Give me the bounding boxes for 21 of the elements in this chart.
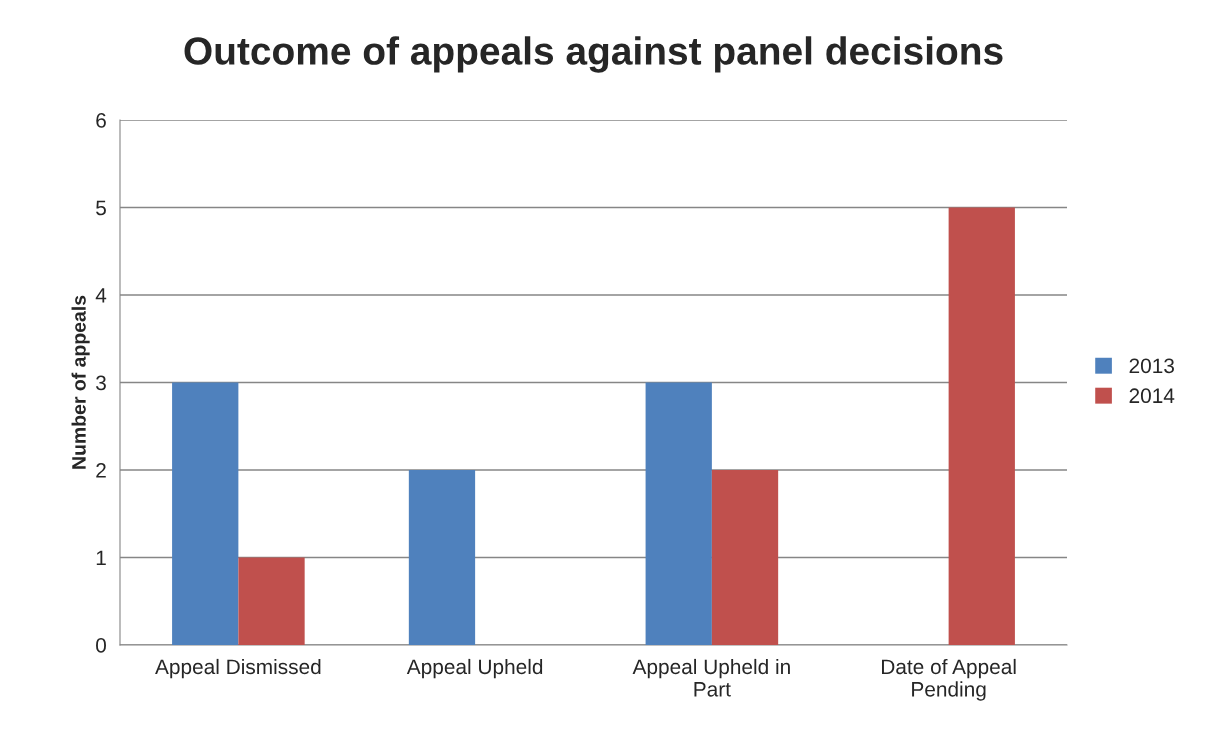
y-tick-label: 5 — [96, 200, 106, 216]
y-tick-label: 2 — [96, 463, 106, 478]
y-tick-label: 4 — [95, 288, 107, 303]
x-tick-label: Date of Appeal Pending — [882, 658, 1016, 701]
bar — [645, 382, 712, 645]
y-tick-label: 6 — [96, 113, 106, 128]
bar — [172, 382, 239, 645]
legend-label: 2013 — [1129, 358, 1174, 374]
y-tick-label: 1 — [96, 550, 106, 566]
x-tick-label: Appeal Upheld — [406, 658, 543, 679]
bar — [238, 557, 305, 645]
bar — [948, 207, 1015, 645]
chart-title: Outcome of appeals against panel decisions — [184, 36, 1003, 73]
x-tick-label: Appeal Upheld in Part — [632, 658, 790, 697]
bar — [408, 470, 476, 645]
bar — [711, 470, 779, 645]
x-tick-label: Appeal Dismissed — [155, 658, 321, 679]
y-axis-title: Number of appeals — [71, 295, 90, 469]
legend-label: 2014 — [1129, 388, 1175, 404]
y-tick-label: 3 — [96, 375, 106, 391]
y-tick-label: 0 — [96, 638, 106, 653]
